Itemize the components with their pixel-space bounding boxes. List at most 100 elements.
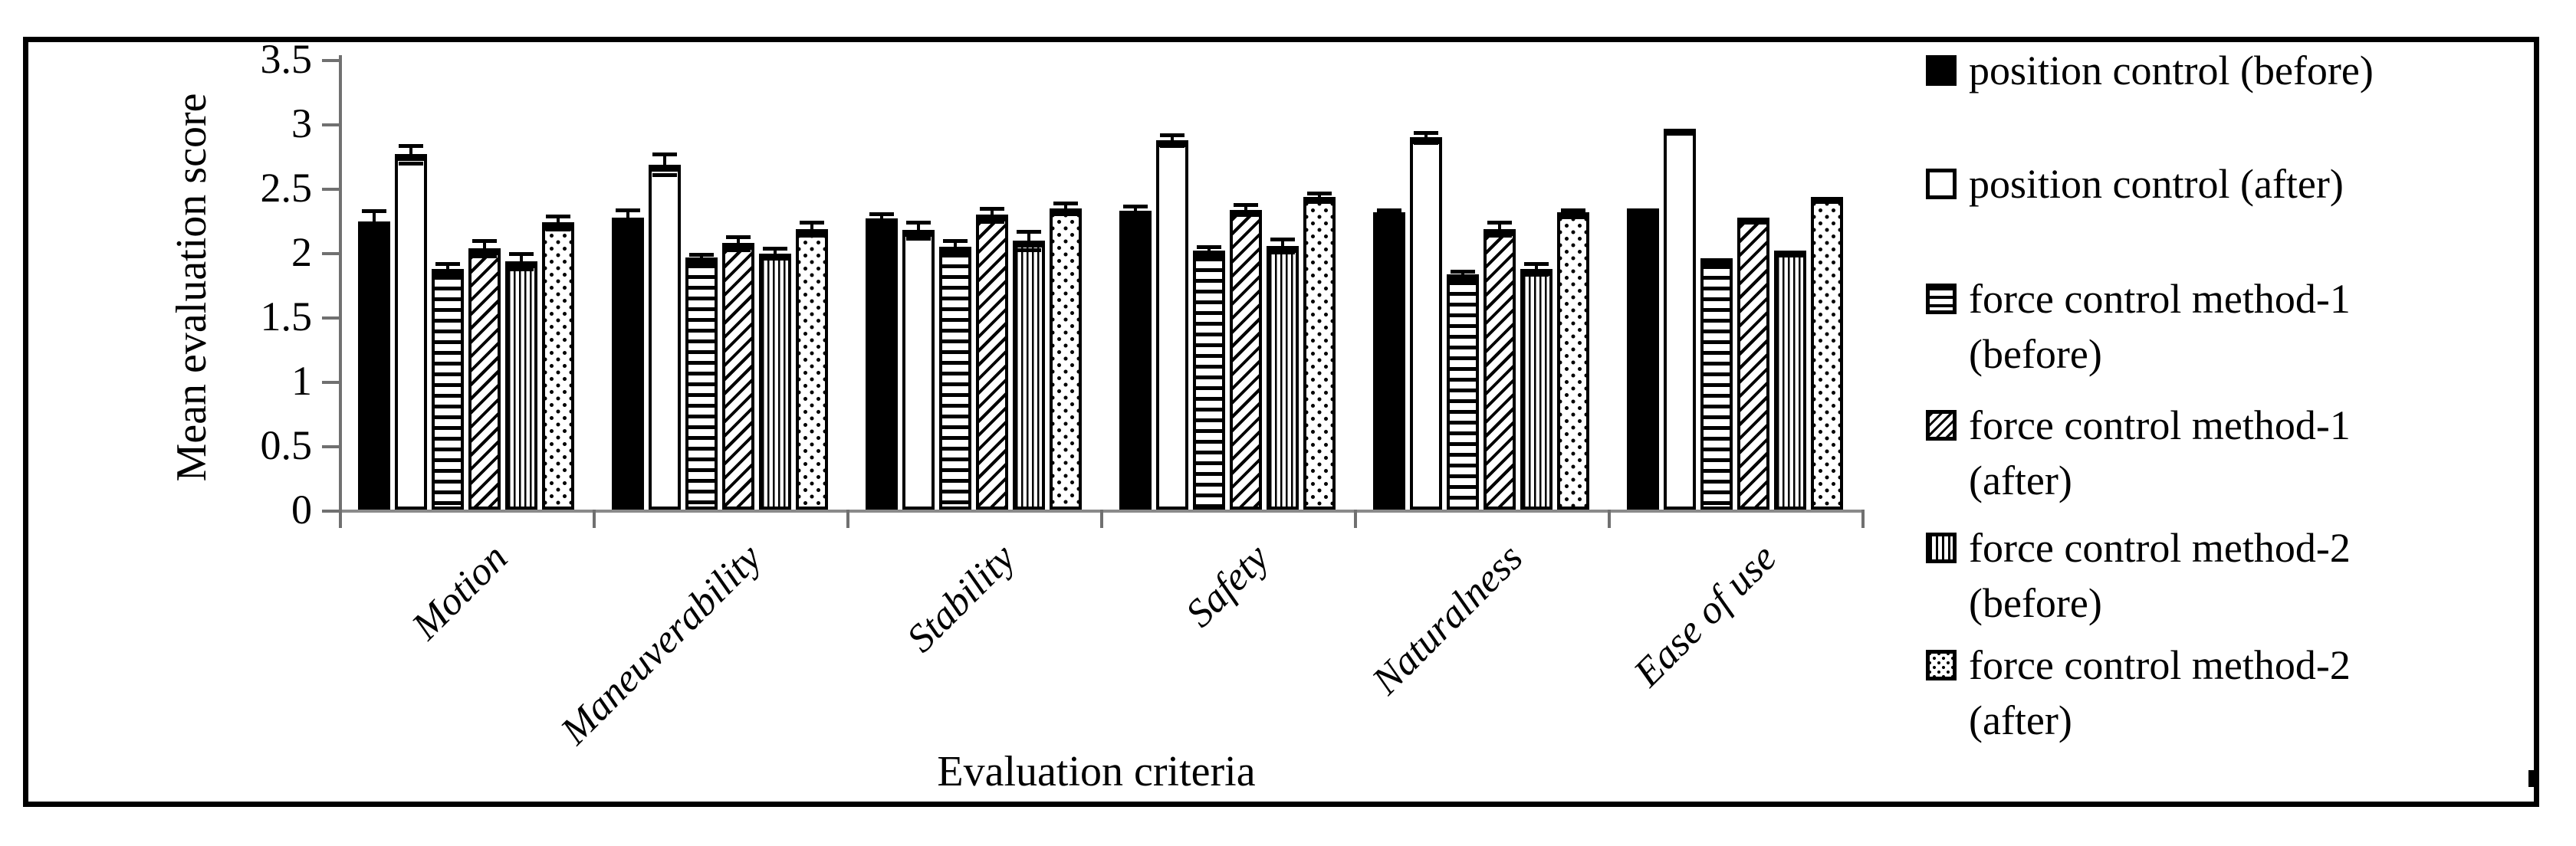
bar-hlines-5 bbox=[1700, 258, 1733, 510]
bar-solid-1 bbox=[611, 217, 644, 510]
bar-vlines-4 bbox=[1520, 268, 1552, 510]
error-bar-cap-top bbox=[1270, 238, 1295, 242]
bar-white-0 bbox=[394, 154, 427, 510]
bar-diag-1 bbox=[721, 243, 754, 510]
error-bar-cap-bottom bbox=[1122, 214, 1148, 218]
error-bar-cap-top bbox=[869, 212, 894, 216]
error-bar-cap-bottom bbox=[508, 267, 534, 271]
error-bar-cap-bottom bbox=[398, 162, 423, 166]
error-bar-whisker bbox=[1027, 231, 1030, 244]
error-bar-cap-bottom bbox=[979, 219, 1004, 224]
error-bar-cap-bottom bbox=[435, 272, 460, 277]
error-bar-whisker bbox=[990, 208, 994, 218]
error-bar-whisker bbox=[879, 213, 883, 222]
error-bar-cap-top bbox=[472, 238, 497, 243]
error-bar-cap-top bbox=[508, 251, 534, 256]
y-tick-label: 3 bbox=[291, 100, 312, 146]
error-bar-cap-bottom bbox=[1450, 274, 1475, 279]
y-tick-label: 1 bbox=[291, 358, 312, 404]
error-bar-cap-bottom bbox=[361, 230, 386, 234]
error-bar-cap-top bbox=[1233, 202, 1258, 207]
bar-diag-5 bbox=[1737, 217, 1769, 510]
bar-solid-0 bbox=[357, 221, 390, 510]
bar-solid-5 bbox=[1626, 208, 1659, 510]
error-bar-cap-top bbox=[1196, 245, 1221, 250]
legend-swatch-diag bbox=[1926, 410, 1957, 441]
error-bar-cap-top bbox=[1450, 270, 1475, 274]
error-bar-cap-bottom bbox=[472, 254, 497, 259]
error-bar-cap-top bbox=[398, 143, 423, 148]
error-bar-whisker bbox=[1244, 204, 1247, 213]
error-bar-cap-bottom bbox=[652, 173, 677, 178]
error-bar-whisker bbox=[916, 222, 920, 234]
error-bar-cap-top bbox=[1122, 204, 1148, 208]
error-bar-whisker bbox=[662, 154, 666, 168]
bar-diag-2 bbox=[975, 215, 1008, 510]
bar-vlines-1 bbox=[758, 253, 791, 510]
error-bar-cap-top bbox=[1560, 208, 1585, 212]
error-bar-whisker bbox=[953, 240, 957, 251]
error-bar-cap-top bbox=[652, 152, 677, 157]
x-tick bbox=[1100, 510, 1103, 528]
error-bar-whisker bbox=[626, 209, 629, 221]
y-axis-title: Mean evaluation score bbox=[168, 93, 215, 482]
error-bar-whisker bbox=[810, 222, 813, 232]
error-bar-whisker bbox=[482, 240, 486, 251]
bar-dots-4 bbox=[1556, 212, 1589, 510]
error-bar-whisker bbox=[445, 264, 449, 272]
error-bar-whisker bbox=[1063, 203, 1067, 212]
bar-hlines-4 bbox=[1446, 274, 1479, 510]
bar-vlines-2 bbox=[1012, 240, 1045, 510]
error-bar-cap-top bbox=[979, 206, 1004, 211]
bar-solid-4 bbox=[1372, 212, 1405, 510]
error-bar-whisker bbox=[736, 236, 740, 247]
x-axis-title: Evaluation criteria bbox=[937, 748, 1256, 795]
bar-dots-3 bbox=[1303, 196, 1336, 510]
legend-label-4: force control method-2 (before) bbox=[1969, 525, 2351, 626]
bar-hlines-0 bbox=[431, 268, 464, 510]
bar-white-2 bbox=[902, 230, 935, 510]
error-bar-cap-bottom bbox=[1523, 272, 1549, 277]
error-bar-cap-top bbox=[1523, 262, 1549, 267]
y-tick bbox=[322, 316, 339, 320]
error-bar-whisker bbox=[519, 253, 523, 264]
x-tick bbox=[846, 510, 849, 528]
error-bar-cap-top bbox=[799, 221, 824, 225]
bar-solid-3 bbox=[1119, 211, 1152, 510]
error-bar-cap-top bbox=[942, 238, 968, 243]
x-tick bbox=[1861, 510, 1865, 528]
error-bar-cap-bottom bbox=[905, 236, 931, 241]
y-tick bbox=[322, 381, 339, 384]
error-bar-whisker bbox=[1280, 239, 1284, 249]
error-bar-cap-top bbox=[1159, 133, 1184, 138]
error-bar-cap-bottom bbox=[1376, 213, 1401, 218]
x-tick bbox=[593, 510, 596, 528]
error-bar-whisker bbox=[1170, 135, 1174, 143]
legend-label-3: force control method-1 (after) bbox=[1969, 402, 2351, 503]
error-bar-cap-top bbox=[1306, 191, 1332, 195]
error-bar-whisker bbox=[1133, 205, 1137, 215]
bar-dots-2 bbox=[1049, 208, 1082, 510]
y-tick-label: 1.5 bbox=[260, 293, 313, 339]
error-bar-cap-bottom bbox=[688, 258, 714, 263]
error-bar-cap-bottom bbox=[869, 222, 894, 227]
error-bar-cap-bottom bbox=[1270, 251, 1295, 254]
bar-white-3 bbox=[1155, 139, 1188, 510]
error-bar-cap-bottom bbox=[762, 257, 787, 261]
error-bar-whisker bbox=[556, 215, 560, 226]
error-bar-whisker bbox=[1571, 209, 1575, 215]
error-bar-cap-top bbox=[1487, 221, 1512, 225]
error-bar-cap-bottom bbox=[725, 248, 751, 252]
error-bar-cap-bottom bbox=[1560, 213, 1585, 218]
bar-solid-2 bbox=[865, 218, 898, 510]
bar-diag-0 bbox=[468, 248, 501, 510]
error-bar-cap-bottom bbox=[1196, 253, 1221, 257]
bar-vlines-3 bbox=[1266, 245, 1299, 510]
x-tick bbox=[1354, 510, 1357, 528]
y-tick bbox=[322, 188, 339, 191]
x-tick bbox=[1608, 510, 1611, 528]
error-bar-cap-bottom bbox=[615, 223, 640, 228]
error-bar-whisker bbox=[1497, 222, 1501, 232]
error-bar-cap-top bbox=[905, 221, 931, 225]
